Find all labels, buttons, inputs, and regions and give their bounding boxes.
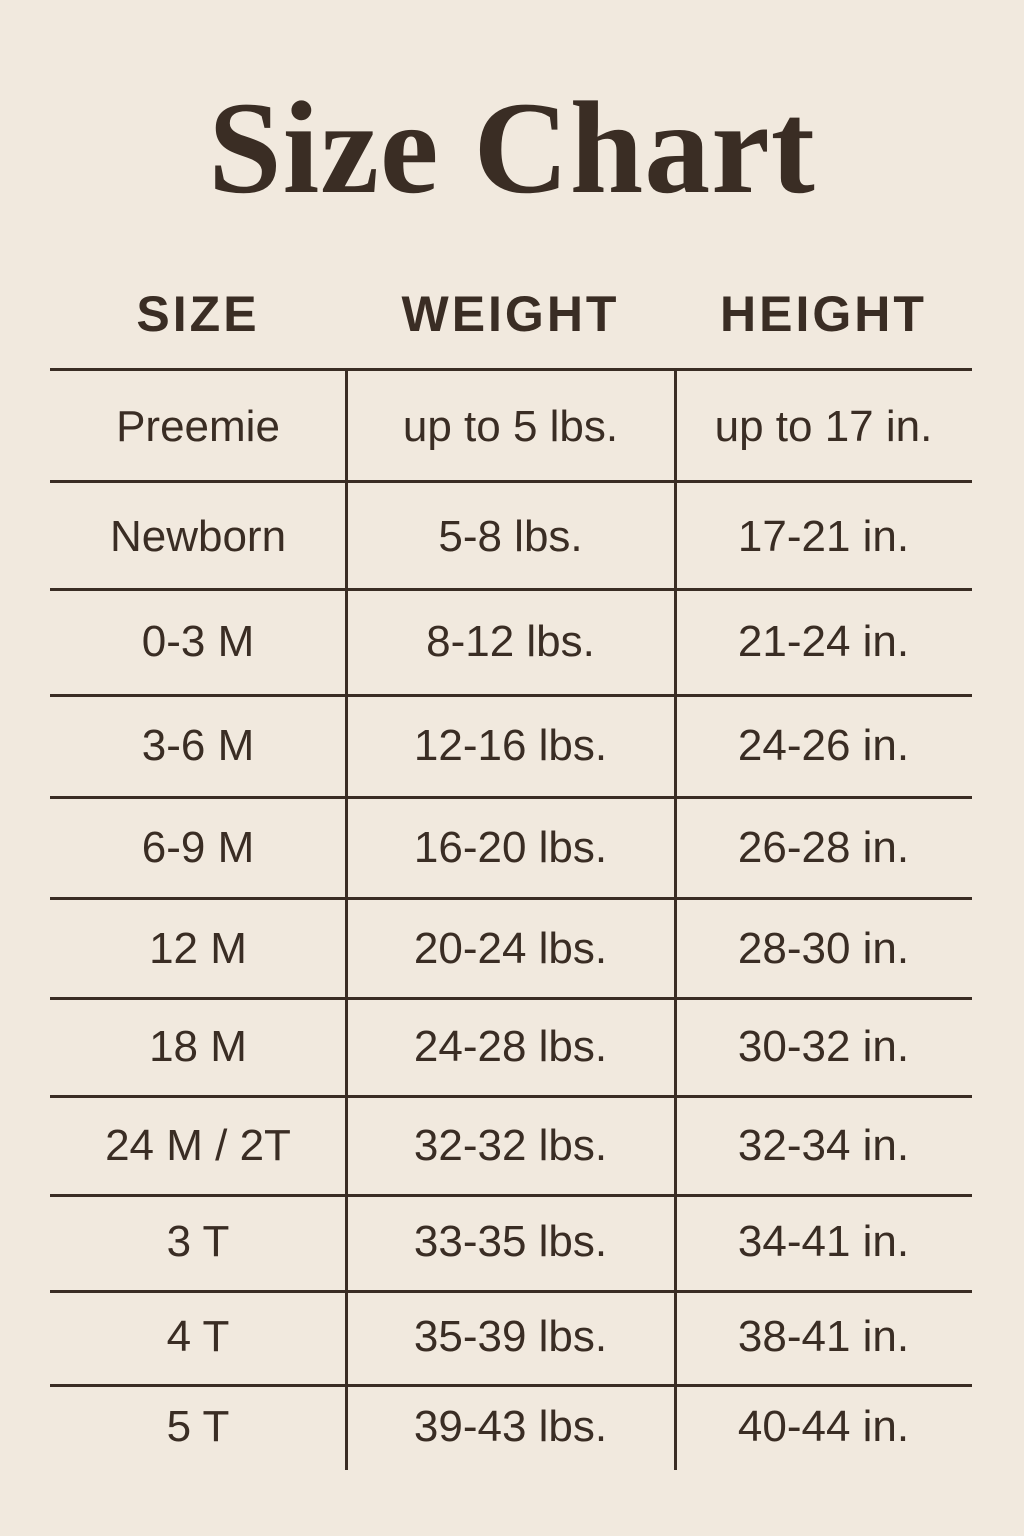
row-divider [50,1290,972,1293]
cell-height: 28-30 in. [737,924,910,973]
cell-height: 26-28 in. [737,823,910,872]
column-divider [345,369,348,1470]
cell-size: 6-9 M [141,823,255,872]
cell-weight: 16-20 lbs. [413,823,608,872]
cell-weight: 8-12 lbs. [426,617,595,666]
cell-size: 5 T [166,1402,230,1451]
cell-height: 21-24 in. [737,617,910,666]
cell-height: 38-41 in. [737,1312,910,1361]
row-divider [50,1095,972,1098]
cell-size: 12 M [149,924,247,973]
cell-height: up to 17 in. [714,402,933,451]
cell-height: 17-21 in. [737,512,910,561]
cell-size: 4 T [166,1312,230,1361]
cell-weight: 33-35 lbs. [413,1217,608,1266]
cell-weight: 35-39 lbs. [413,1312,608,1361]
header-height: HEIGHT [720,286,927,342]
cell-weight: 32-32 lbs. [413,1121,608,1170]
row-divider [50,694,972,697]
cell-height: 30-32 in. [737,1022,910,1071]
cell-weight: 5-8 lbs. [438,512,583,561]
cell-size: 3-6 M [141,721,255,770]
cell-height: 34-41 in. [737,1217,910,1266]
cell-size: Preemie [116,402,280,451]
row-divider [50,480,972,483]
header-size: SIZE [136,286,260,342]
cell-size: 18 M [149,1022,247,1071]
page-title: Size Chart [208,74,816,221]
cell-size: 3 T [166,1217,230,1266]
cell-weight: up to 5 lbs. [402,402,619,451]
header-weight: WEIGHT [401,286,620,342]
cell-height: 40-44 in. [737,1402,910,1451]
cell-height: 32-34 in. [737,1121,910,1170]
cell-weight: 20-24 lbs. [413,924,608,973]
column-divider [674,369,677,1470]
cell-height: 24-26 in. [737,721,910,770]
row-divider [50,997,972,1000]
cell-weight: 12-16 lbs. [413,721,608,770]
row-divider [50,1384,972,1387]
cell-weight: 39-43 lbs. [413,1402,608,1451]
cell-weight: 24-28 lbs. [413,1022,608,1071]
row-divider [50,588,972,591]
row-divider [50,897,972,900]
cell-size: 0-3 M [141,617,255,666]
row-divider [50,796,972,799]
row-divider [50,1194,972,1197]
cell-size: 24 M / 2T [105,1121,291,1170]
row-divider [50,368,972,371]
cell-size: Newborn [109,512,287,561]
